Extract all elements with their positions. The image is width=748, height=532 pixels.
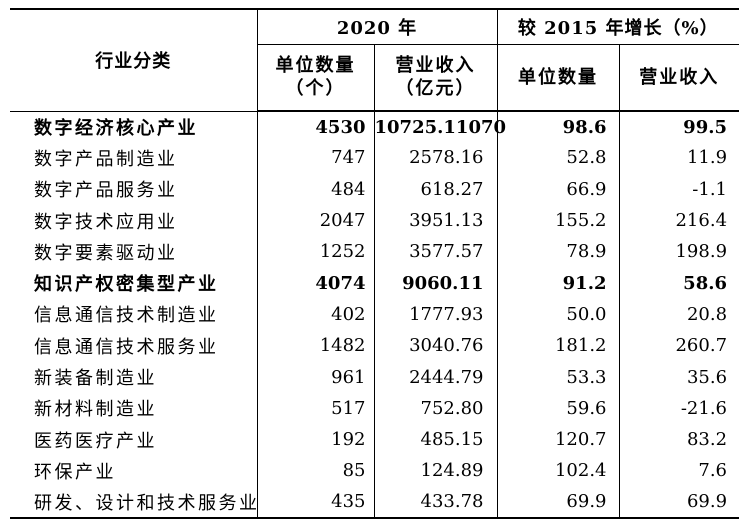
header-group-row: 行业分类 2020 年 较 2015 年增长（%）: [10, 9, 740, 112]
revenue-growth-cell: 260.7: [675, 335, 728, 357]
units-growth-cell: 78.9: [497, 236, 620, 268]
table-row: 信息通信技术服务业 1482 3040.76 181.2 260.7: [10, 330, 739, 362]
units-2020-cell: 402: [257, 298, 375, 331]
units-2020-cell: 4074: [257, 267, 375, 299]
table-row: 信息通信技术制造业 402 1777.93 50.0 20.8: [10, 298, 739, 331]
column-header-units-2020-line2: （个）: [285, 78, 346, 100]
column-header-units-2020-line1: 单位数量: [275, 55, 356, 77]
units-growth-cell: 69.9: [497, 486, 620, 518]
units-growth-cell: 102.4: [497, 455, 620, 487]
table-row: 数字产品服务业 484 618.27 66.9 -1.1: [10, 173, 739, 205]
table-row: 研发、设计和技术服务业 435 433.78 69.9 69.9: [10, 486, 739, 518]
revenue-growth-cell: 216.4: [675, 210, 728, 232]
revenue-growth-cell: 83.2: [686, 429, 728, 451]
industry-cell: 新材料制造业: [10, 392, 258, 424]
units-2020-cell: 2047: [257, 204, 375, 237]
digital-economy-statistics-table: 行业分类 2020 年 较 2015 年增长（%） 单位数量 （个） 营业收入 …: [10, 8, 740, 519]
revenue-growth-cell: 7.6: [698, 460, 728, 482]
units-growth-cell: 59.6: [497, 392, 620, 424]
industry-cell: 医药医疗产业: [10, 423, 258, 456]
units-growth-cell: 91.2: [497, 267, 620, 299]
column-header-units-2020: 单位数量 （个）: [257, 44, 375, 112]
revenue-growth-cell: 69.9: [686, 491, 728, 513]
units-2020-cell: 747: [257, 142, 375, 174]
industry-cell: 数字产品服务业: [10, 173, 258, 205]
revenue-2020-cell: 433.78: [374, 486, 498, 518]
header-sub-row: 单位数量 （个） 营业收入 （亿元） 单位数量 营业收入: [10, 44, 740, 112]
units-growth-cell: 98.6: [497, 111, 620, 143]
revenue-growth-cell: -21.6: [680, 397, 728, 419]
units-growth-cell: 50.0: [497, 298, 620, 331]
revenue-growth-cell: 198.9: [675, 241, 728, 263]
table-row: 数字技术应用业 2047 3951.13 155.2 216.4: [10, 204, 739, 237]
table-row: 医药医疗产业 192 485.15 120.7 83.2: [10, 423, 739, 456]
revenue-growth-cell: -1.1: [692, 178, 728, 200]
column-group-growth-vs-2015: 较 2015 年增长（%）: [497, 9, 740, 45]
units-2020-cell: 1482: [257, 330, 375, 362]
industry-cell: 数字产品制造业: [10, 142, 258, 174]
table-row: 数字要素驱动业 1252 3577.57 78.9 198.9: [10, 236, 739, 268]
column-group-2020: 2020 年: [257, 9, 498, 45]
revenue-2020-cell: 9060.11: [374, 267, 498, 299]
table-row: 知识产权密集型产业 4074 9060.11 91.2 58.6: [10, 267, 739, 299]
industry-cell: 研发、设计和技术服务业: [10, 486, 258, 518]
revenue-growth-cell: 58.6: [683, 272, 728, 294]
industry-cell: 数字要素驱动业: [10, 236, 258, 268]
units-growth-cell: 52.8: [497, 142, 620, 174]
column-header-revenue-2020-line2: （亿元）: [395, 78, 476, 100]
table-row: 新材料制造业 517 752.80 59.6 -21.6: [10, 392, 739, 424]
industry-cell: 知识产权密集型产业: [10, 267, 258, 299]
industry-cell: 环保产业: [10, 455, 258, 487]
table-body: 数字经济核心产业 4530 10725.11070 98.6 99.5 数字产品制造业 74…: [10, 111, 739, 518]
revenue-2020-cell: 3577.57: [374, 236, 498, 268]
revenue-2020-cell: 2578.16: [374, 142, 498, 174]
revenue-2020-cell: 3951.13: [374, 204, 498, 237]
units-2020-cell: 85: [257, 455, 375, 487]
units-2020-cell: 192: [257, 423, 375, 456]
units-2020-cell: 435: [257, 486, 375, 518]
revenue-2020-cell: 1777.93: [374, 298, 498, 331]
units-2020-cell: 961: [257, 361, 375, 393]
revenue-2020-cell: 124.89: [374, 455, 498, 487]
units-growth-cell: 120.7: [497, 423, 620, 456]
table-row: 数字经济核心产业 4530 10725.11070 98.6 99.5: [10, 111, 739, 143]
revenue-2020-cell: 485.15: [374, 423, 498, 456]
units-2020-cell: 4530: [257, 111, 375, 143]
revenue-growth-cell: 35.6: [686, 366, 728, 388]
units-growth-cell: 53.3: [497, 361, 620, 393]
column-header-industry: 行业分类: [10, 9, 258, 112]
industry-cell: 新装备制造业: [10, 361, 258, 393]
revenue-growth-cell: 20.8: [686, 303, 728, 325]
revenue-2020-cell: 752.80: [374, 392, 498, 424]
industry-cell: 信息通信技术制造业: [10, 298, 258, 331]
units-growth-cell: 66.9: [497, 173, 620, 205]
units-2020-cell: 484: [257, 173, 375, 205]
column-header-units-growth: 单位数量: [497, 44, 620, 112]
revenue-growth-cell: 11.9: [686, 147, 728, 169]
table-row: 环保产业 85 124.89 102.4 7.6: [10, 455, 739, 487]
revenue-2020-cell: 3040.76: [374, 330, 498, 362]
revenue-growth-cell: 99.5: [683, 116, 728, 138]
table-row: 新装备制造业 961 2444.79 53.3 35.6: [10, 361, 739, 393]
units-2020-cell: 1252: [257, 236, 375, 268]
column-header-revenue-growth: 营业收入: [619, 44, 740, 112]
industry-cell: 数字技术应用业: [10, 204, 258, 237]
revenue-2020-cell: 2444.79: [374, 361, 498, 393]
units-growth-cell: 181.2: [497, 330, 620, 362]
column-header-revenue-2020: 营业收入 （亿元）: [374, 44, 498, 112]
units-2020-cell: 517: [257, 392, 375, 424]
units-growth-cell: 155.2: [497, 204, 620, 237]
revenue-2020-cell: 618.27: [374, 173, 498, 205]
statistics-table-container: 行业分类 2020 年 较 2015 年增长（%） 单位数量 （个） 营业收入 …: [10, 8, 740, 519]
table-row: 数字产品制造业 747 2578.16 52.8 11.9: [10, 142, 739, 174]
revenue-2020-cell: 10725.11070: [374, 111, 506, 143]
table-header: 行业分类 2020 年 较 2015 年增长（%） 单位数量 （个） 营业收入 …: [10, 9, 740, 112]
column-header-revenue-2020-line1: 营业收入: [395, 55, 476, 77]
industry-cell: 信息通信技术服务业: [10, 330, 258, 362]
industry-cell: 数字经济核心产业: [10, 111, 258, 143]
